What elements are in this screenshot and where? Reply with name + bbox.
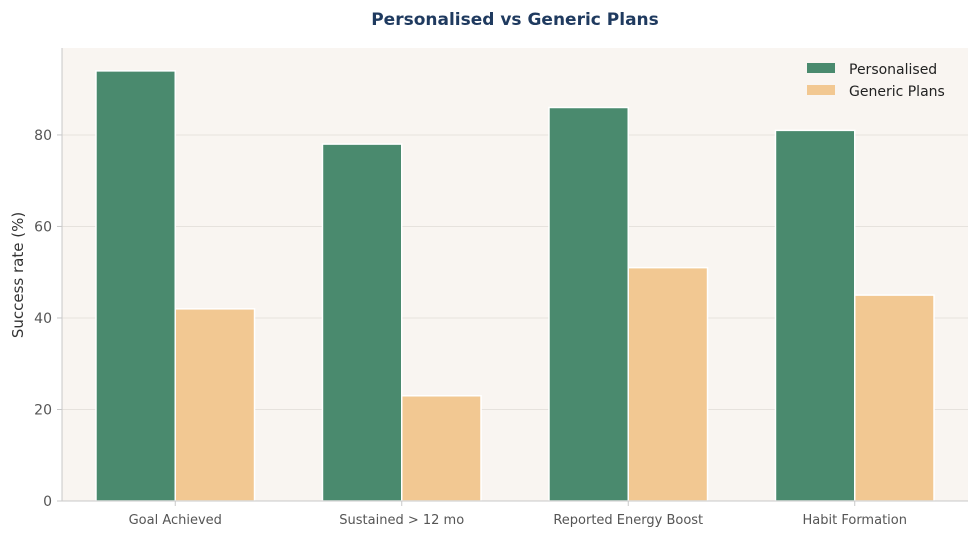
y-tick-label: 80: [34, 128, 52, 144]
bar-generic: [401, 395, 482, 502]
bar-personalised: [95, 70, 176, 502]
legend: Personalised Generic Plans: [807, 62, 945, 100]
y-tick-label: 0: [43, 494, 52, 510]
y-tick-label: 60: [34, 219, 52, 235]
bar-personalised: [321, 143, 403, 502]
y-tick-label: 20: [34, 402, 52, 418]
x-tick-labels: Goal Achieved Sustained > 12 mo Reported E…: [129, 501, 907, 528]
x-tick-label: Reported Energy Boost: [553, 513, 703, 528]
legend-label: Generic Plans: [849, 84, 945, 100]
bar-generic: [174, 308, 256, 502]
y-tick-labels: 0 20 40 60 80: [34, 128, 62, 510]
legend-label: Personalised: [849, 62, 937, 78]
bar-personalised: [774, 129, 856, 502]
legend-swatch: [807, 63, 835, 73]
bar-personalised: [548, 106, 629, 502]
chart-title: Personalised vs Generic Plans: [371, 10, 659, 30]
y-tick-label: 40: [34, 311, 52, 327]
x-tick-label: Sustained > 12 mo: [339, 513, 464, 528]
bar-generic: [854, 294, 935, 502]
axes: [61, 48, 968, 502]
bar-generic: [627, 266, 709, 502]
x-tick-label: Goal Achieved: [129, 513, 222, 528]
legend-swatch: [807, 85, 835, 95]
y-axis-title: Success rate (%): [9, 212, 27, 338]
x-tick-label: Habit Formation: [803, 513, 907, 528]
